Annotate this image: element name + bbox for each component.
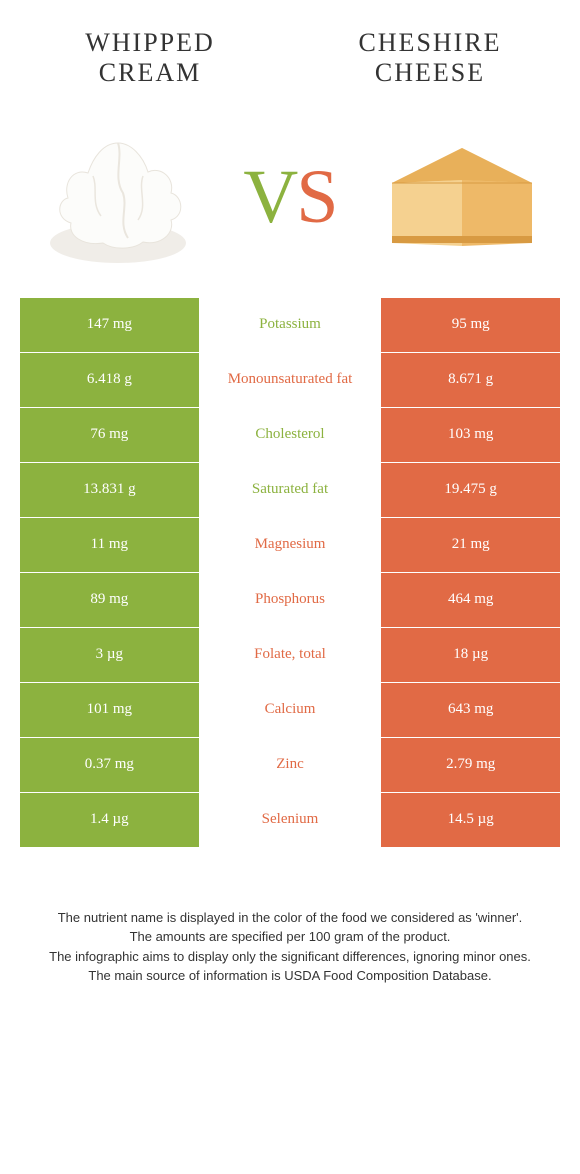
images-row: VS — [0, 98, 580, 298]
nutrient-label: Phosphorus — [201, 573, 380, 627]
header: WHIPPED CREAM CHESHIRE CHEESE — [0, 0, 580, 98]
right-value: 21 mg — [379, 518, 560, 572]
table-row: 0.37 mgZinc2.79 mg — [20, 738, 560, 793]
nutrient-label: Calcium — [201, 683, 380, 737]
nutrient-label: Cholesterol — [201, 408, 380, 462]
right-value: 464 mg — [379, 573, 560, 627]
left-value: 13.831 g — [20, 463, 201, 517]
table-row: 147 mgPotassium95 mg — [20, 298, 560, 353]
right-value: 95 mg — [379, 298, 560, 352]
right-value: 103 mg — [379, 408, 560, 462]
table-row: 3 µgFolate, total18 µg — [20, 628, 560, 683]
left-value: 147 mg — [20, 298, 201, 352]
nutrient-label: Potassium — [201, 298, 380, 352]
left-value: 6.418 g — [20, 353, 201, 407]
right-value: 19.475 g — [379, 463, 560, 517]
right-value: 8.671 g — [379, 353, 560, 407]
footer-line-3: The infographic aims to display only the… — [40, 947, 540, 967]
nutrient-label: Folate, total — [201, 628, 380, 682]
whipped-cream-image — [28, 128, 208, 268]
vs-s: S — [296, 155, 336, 239]
table-row: 13.831 gSaturated fat19.475 g — [20, 463, 560, 518]
footer-line-1: The nutrient name is displayed in the co… — [40, 908, 540, 928]
right-value: 14.5 µg — [379, 793, 560, 847]
vs-label: VS — [243, 154, 336, 241]
vs-v: V — [243, 155, 296, 239]
nutrient-label: Magnesium — [201, 518, 380, 572]
left-value: 89 mg — [20, 573, 201, 627]
left-value: 76 mg — [20, 408, 201, 462]
footer-line-4: The main source of information is USDA F… — [40, 966, 540, 986]
nutrient-label: Selenium — [201, 793, 380, 847]
nutrient-label: Saturated fat — [201, 463, 380, 517]
table-row: 1.4 µgSelenium14.5 µg — [20, 793, 560, 848]
left-value: 0.37 mg — [20, 738, 201, 792]
footer-notes: The nutrient name is displayed in the co… — [0, 908, 580, 986]
right-food-title: CHESHIRE CHEESE — [330, 28, 530, 88]
table-row: 11 mgMagnesium21 mg — [20, 518, 560, 573]
right-value: 2.79 mg — [379, 738, 560, 792]
nutrient-table: 147 mgPotassium95 mg6.418 gMonounsaturat… — [20, 298, 560, 848]
table-row: 6.418 gMonounsaturated fat8.671 g — [20, 353, 560, 408]
right-value: 18 µg — [379, 628, 560, 682]
nutrient-label: Monounsaturated fat — [201, 353, 380, 407]
table-row: 101 mgCalcium643 mg — [20, 683, 560, 738]
table-row: 89 mgPhosphorus464 mg — [20, 573, 560, 628]
right-value: 643 mg — [379, 683, 560, 737]
left-value: 11 mg — [20, 518, 201, 572]
left-value: 3 µg — [20, 628, 201, 682]
cheshire-cheese-image — [372, 128, 552, 268]
left-value: 101 mg — [20, 683, 201, 737]
left-food-title: WHIPPED CREAM — [50, 28, 250, 88]
footer-line-2: The amounts are specified per 100 gram o… — [40, 927, 540, 947]
left-value: 1.4 µg — [20, 793, 201, 847]
table-row: 76 mgCholesterol103 mg — [20, 408, 560, 463]
nutrient-label: Zinc — [201, 738, 380, 792]
